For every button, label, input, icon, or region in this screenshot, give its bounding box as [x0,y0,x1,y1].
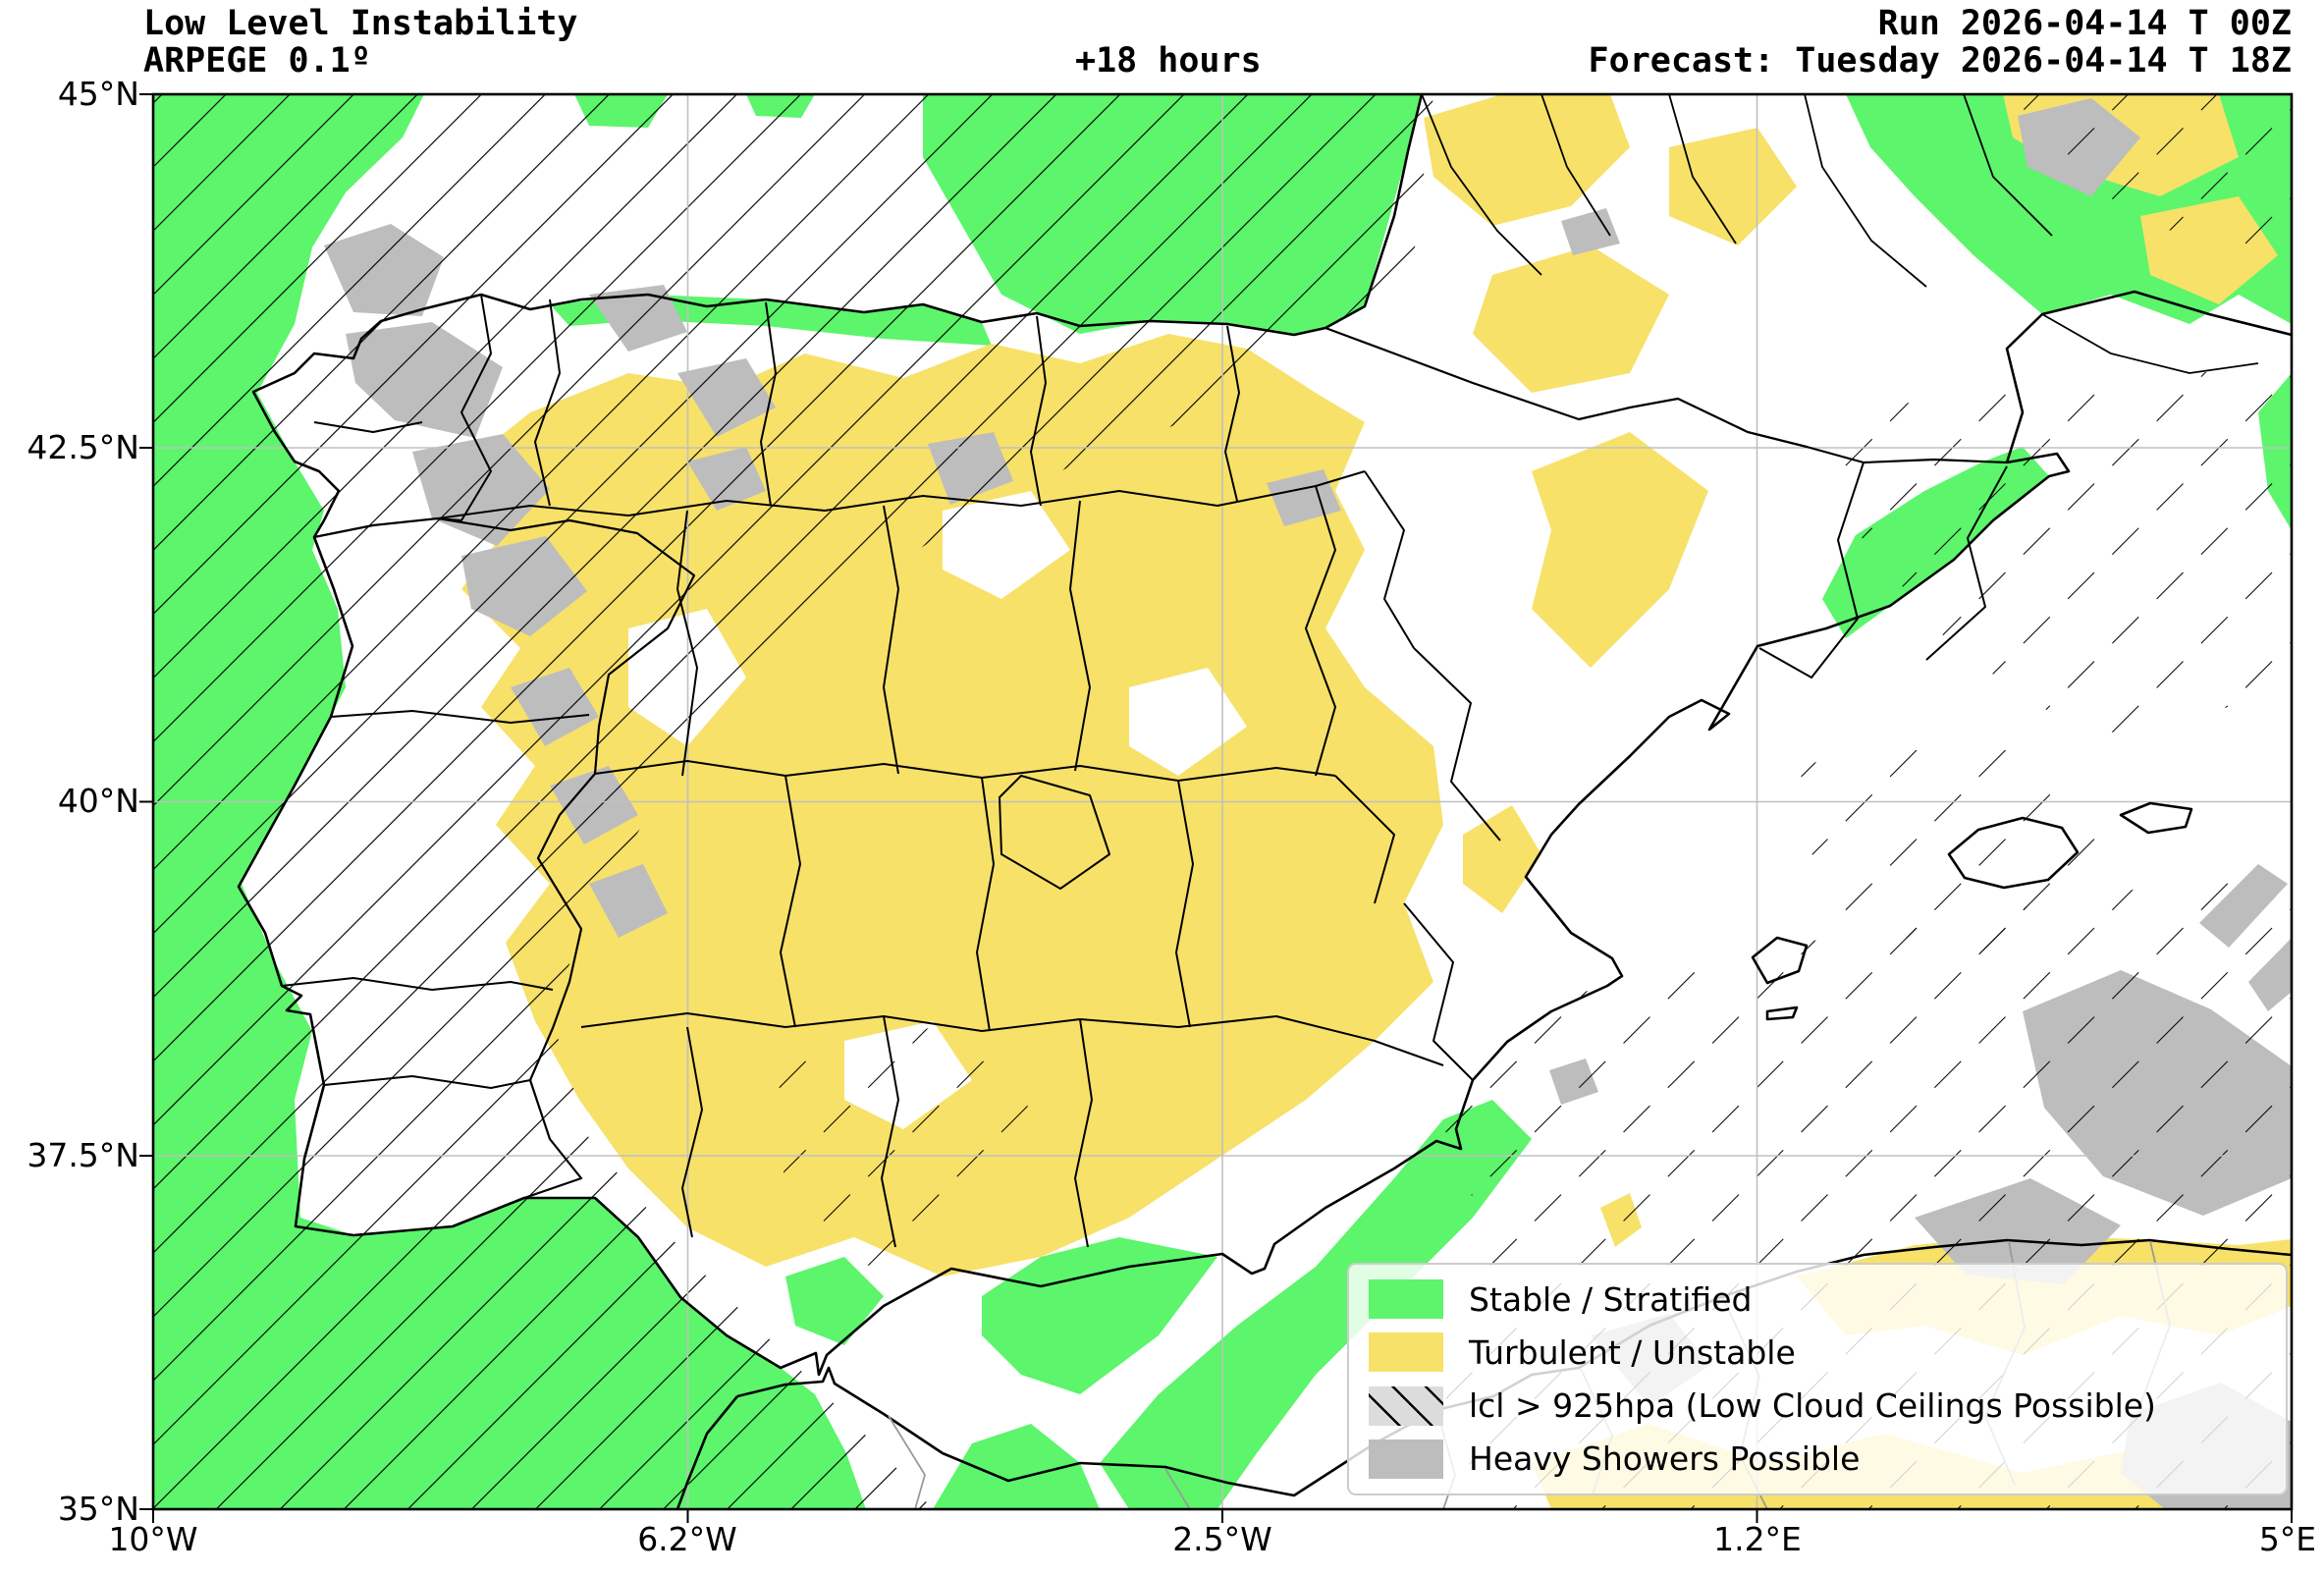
province-borders [281,294,2008,1248]
x-tick-1-2e: 1.2°E [1713,1520,1802,1558]
france-borders [1421,94,2259,374]
legend: Stable / Stratified Turbulent / Unstable… [1347,1263,2288,1495]
y-tick-37-5n: 37.5°N [27,1136,139,1174]
legend-label: Turbulent / Unstable [1469,1332,1796,1372]
turbulent-swatch [1369,1332,1443,1373]
x-tick-6-2w: 6.2°W [637,1520,737,1558]
map-layers [153,94,2292,1509]
legend-item-turbulent: Turbulent / Unstable [1353,1327,2282,1378]
y-tick-42-5n: 42.5°N [27,428,139,466]
lead-time-label: +18 hours [1075,41,1262,81]
y-tick-35n: 35°N [57,1490,139,1528]
legend-item-low-cloud: lcl > 925hpa (Low Cloud Ceilings Possibl… [1353,1381,2282,1432]
legend-label: Stable / Stratified [1469,1279,1753,1319]
legend-label: Heavy Showers Possible [1469,1439,1861,1479]
page-title: Low Level Instability [143,4,578,43]
x-tick-2-5w: 2.5°W [1172,1520,1272,1558]
run-label: Run 2026-04-14 T 00Z [1877,4,2292,43]
y-tick-40n: 40°N [57,782,139,820]
legend-label: lcl > 925hpa (Low Cloud Ceilings Possibl… [1469,1386,2156,1426]
x-tick-10w: 10°W [108,1520,198,1558]
gridlines [153,94,2292,1509]
legend-item-heavy-showers: Heavy Showers Possible [1353,1434,2282,1485]
legend-item-stable: Stable / Stratified [1353,1274,2282,1325]
x-tick-5e: 5°E [2258,1520,2317,1558]
y-tick-45n: 45°N [57,75,139,113]
low-cloud-swatch [1369,1385,1443,1426]
heavy-showers-swatch [1369,1439,1443,1479]
axis-ticks [139,93,2293,1523]
stable-swatch [1369,1279,1443,1320]
model-subtitle: ARPEGE 0.1º [143,41,371,81]
forecast-label: Forecast: Tuesday 2026-04-14 T 18Z [1588,41,2292,81]
